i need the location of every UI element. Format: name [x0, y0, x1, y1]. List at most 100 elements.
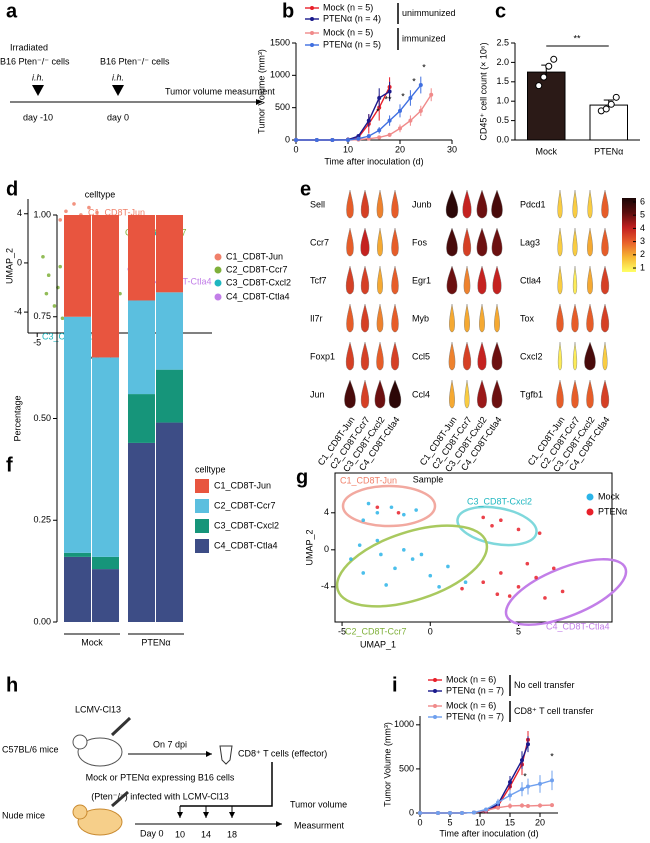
y-tick-label: 0.50 [33, 413, 51, 423]
x-tick-label: 10 [343, 144, 353, 154]
colorbar-label: 5 [640, 210, 645, 220]
x-tick-label: Mock [535, 146, 557, 156]
data-point [543, 596, 547, 600]
legend-swatch [586, 493, 594, 501]
connector [180, 762, 273, 807]
x-axis-label: Time after inoculation (d) [324, 156, 423, 166]
data-point [387, 132, 392, 137]
gene-label: Foxp1 [310, 351, 335, 361]
violin [346, 189, 354, 219]
data-point [612, 93, 620, 101]
y-axis-label: Tumor Volume (mm³) [382, 722, 392, 807]
y-axis-label: CD45⁺ cell count (× 10⁶) [478, 42, 488, 140]
bar-segment [92, 556, 119, 570]
data-point [525, 561, 530, 566]
legend-group-label: immunized [402, 33, 446, 43]
plot-frame [334, 472, 613, 623]
legend-swatch [310, 31, 314, 35]
significance: ** [573, 33, 581, 43]
gene-label: Ctla4 [520, 275, 541, 285]
violin [556, 379, 564, 409]
data-point [537, 531, 542, 535]
data-point [534, 575, 538, 580]
y-tick-label: 1500 [270, 37, 290, 47]
injection-marker [112, 85, 124, 96]
violin [464, 303, 470, 333]
violin [462, 189, 472, 219]
legend-label: Mock [598, 491, 620, 501]
data-point [375, 538, 380, 543]
group-label: PTENα [141, 637, 170, 647]
violin [446, 227, 458, 257]
data-point [361, 518, 366, 522]
legend-label: C1_CD8T-Jun [214, 480, 271, 490]
colorbar-label: 1 [640, 262, 645, 272]
group-label: Mock [81, 637, 103, 647]
y-tick-label: 2.0 [496, 57, 509, 67]
y-tick-label: -4 [321, 581, 329, 591]
legend-title: celltype [195, 464, 226, 474]
legend-label: Mock (n = 5) [323, 27, 373, 37]
x-tick-label: -5 [338, 626, 346, 636]
series-line [420, 739, 529, 814]
legend-label: C3_CD8T-Cxcl2 [214, 520, 279, 530]
legend-group-label: No cell transfer [514, 680, 575, 690]
label: 10 [175, 829, 185, 839]
data-point [87, 205, 91, 210]
data-point [356, 136, 361, 141]
panel-label: i [392, 674, 398, 696]
violin [448, 341, 456, 371]
legend-swatch [214, 253, 222, 261]
panel-label: e [300, 178, 311, 200]
legend-swatch [586, 508, 594, 516]
mouse-icon [72, 734, 88, 750]
violin [391, 189, 399, 219]
y-tick-label: 0.5 [496, 115, 509, 125]
data-point [429, 92, 434, 97]
data-point [384, 583, 388, 587]
legend-label: PTENα (n = 5) [323, 39, 381, 49]
label: C57BL/6 mice [2, 744, 59, 754]
data-point [314, 138, 319, 142]
data-point [366, 134, 371, 139]
x-tick-label: 20 [395, 144, 405, 154]
data-point [346, 138, 350, 142]
gene-label: Ccl5 [412, 351, 430, 361]
violin [600, 265, 610, 295]
data-point [118, 291, 122, 296]
legend-swatch [433, 704, 437, 708]
data-point [46, 273, 51, 278]
violin [572, 341, 578, 371]
cluster-label: C2_CD8T-Ccr7 [345, 626, 407, 636]
data-point [551, 566, 556, 571]
violin [360, 189, 370, 219]
data-point [428, 573, 433, 578]
label: Nude mice [2, 810, 45, 820]
legend-swatch [214, 266, 222, 274]
data-point [516, 585, 521, 589]
legend-group-label: CD8⁺ T cell transfer [514, 706, 593, 716]
legend-swatch [195, 519, 209, 533]
legend-label: C4_CD8T-Ctla4 [214, 540, 278, 550]
violin [476, 227, 488, 257]
x-tick-label: 5 [447, 817, 452, 827]
significance: * [550, 751, 554, 761]
gene-label: Tcf7 [310, 275, 327, 285]
violin [477, 265, 487, 295]
violin [360, 341, 370, 371]
data-point [330, 138, 335, 142]
x-tick-label: 0 [417, 817, 422, 827]
data-point [526, 742, 530, 747]
bar-segment [92, 357, 119, 557]
y-tick-label: 0 [17, 257, 22, 267]
panel-label: h [6, 674, 18, 696]
label: LCMV-Cl13 [75, 704, 121, 714]
y-tick-label: 0.25 [33, 515, 51, 525]
y-axis-label: Percentage [12, 395, 22, 441]
violin [345, 341, 355, 371]
data-point [58, 264, 62, 269]
colorbar-label: 6 [640, 196, 645, 206]
cluster-label: C1_CD8T-Jun [340, 475, 397, 485]
